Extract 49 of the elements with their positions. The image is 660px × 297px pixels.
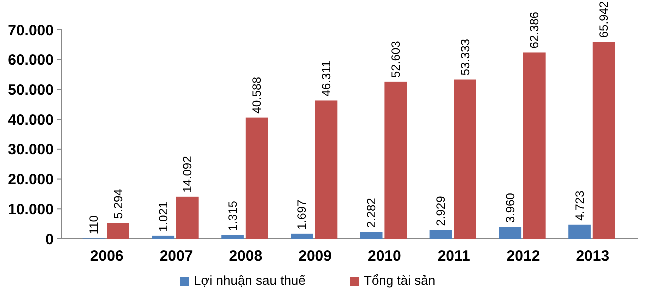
data-label: 14.092 — [180, 156, 195, 193]
bar — [291, 234, 314, 239]
data-label: 62.386 — [528, 12, 542, 49]
data-label: 1.315 — [226, 200, 240, 232]
data-label: 5.294 — [111, 188, 126, 220]
data-label: 65.942 — [597, 1, 612, 38]
y-tick-label: 60.000 — [8, 52, 54, 70]
bar — [592, 42, 616, 239]
y-tick-label: 70.000 — [8, 22, 54, 40]
data-label: 4.723 — [572, 190, 587, 221]
bar — [246, 118, 268, 239]
bar — [568, 224, 591, 239]
x-tick-label: 2013 — [576, 248, 610, 265]
bar — [430, 230, 452, 239]
bar — [176, 196, 199, 239]
x-tick-label: 2009 — [298, 248, 332, 265]
y-tick-label: 50.000 — [8, 82, 54, 99]
y-tick-label: 0 — [46, 231, 54, 248]
bar — [152, 236, 175, 239]
data-label: 46.311 — [319, 60, 334, 97]
y-tick-label: 30.000 — [8, 142, 54, 159]
bar — [107, 223, 130, 239]
data-label: 1.021 — [156, 202, 170, 232]
y-tick-label: 40.000 — [8, 112, 54, 129]
data-label: 110 — [86, 215, 101, 235]
x-tick-label: 2011 — [438, 248, 470, 265]
data-label: 3.960 — [503, 192, 518, 224]
x-tick-label: 2012 — [506, 248, 540, 265]
legend-label: Lợi nhuận sau thuế — [194, 273, 307, 288]
y-tick-label: 10.000 — [8, 201, 54, 218]
bar — [523, 52, 546, 239]
bar — [454, 80, 476, 239]
y-tick-label: 20.000 — [8, 172, 54, 189]
data-label: 2.282 — [364, 198, 379, 228]
bar — [315, 100, 338, 239]
x-tick-label: 2010 — [368, 248, 402, 265]
data-label: 53.333 — [458, 38, 472, 76]
data-label: 1.697 — [295, 200, 310, 230]
bar — [360, 232, 383, 239]
bar — [222, 235, 244, 239]
data-label: 2.929 — [434, 196, 448, 226]
legend-label: Tổng tài sản — [364, 273, 436, 288]
bar — [384, 82, 408, 239]
data-label: 40.588 — [250, 76, 264, 114]
x-tick-label: 2007 — [160, 248, 194, 265]
x-tick-label: 2008 — [229, 248, 263, 265]
bar — [499, 227, 522, 239]
x-tick-label: 2006 — [90, 248, 124, 265]
data-label: 52.603 — [388, 40, 403, 78]
